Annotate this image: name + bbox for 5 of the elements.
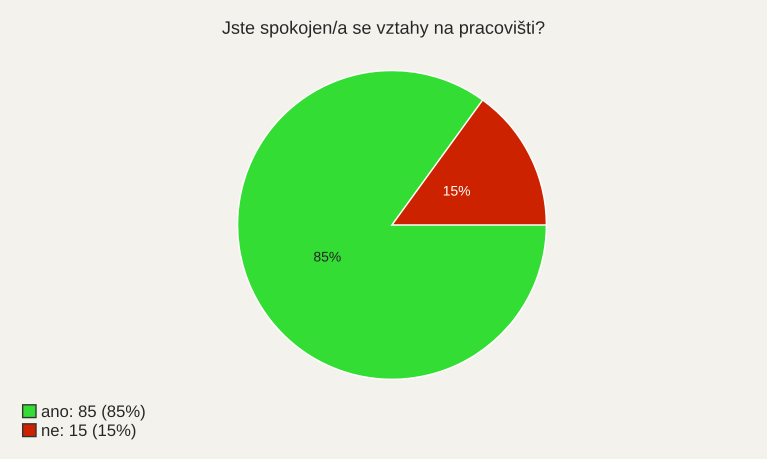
legend-label: ne: 15 (15%): [42, 424, 136, 440]
chart-title: Jste spokojen/a se vztahy na pracovišti?: [222, 20, 544, 38]
data-label: 85%: [314, 252, 341, 262]
data-label: 15%: [444, 186, 470, 196]
legend-label: ano: 85 (85%): [42, 404, 145, 420]
